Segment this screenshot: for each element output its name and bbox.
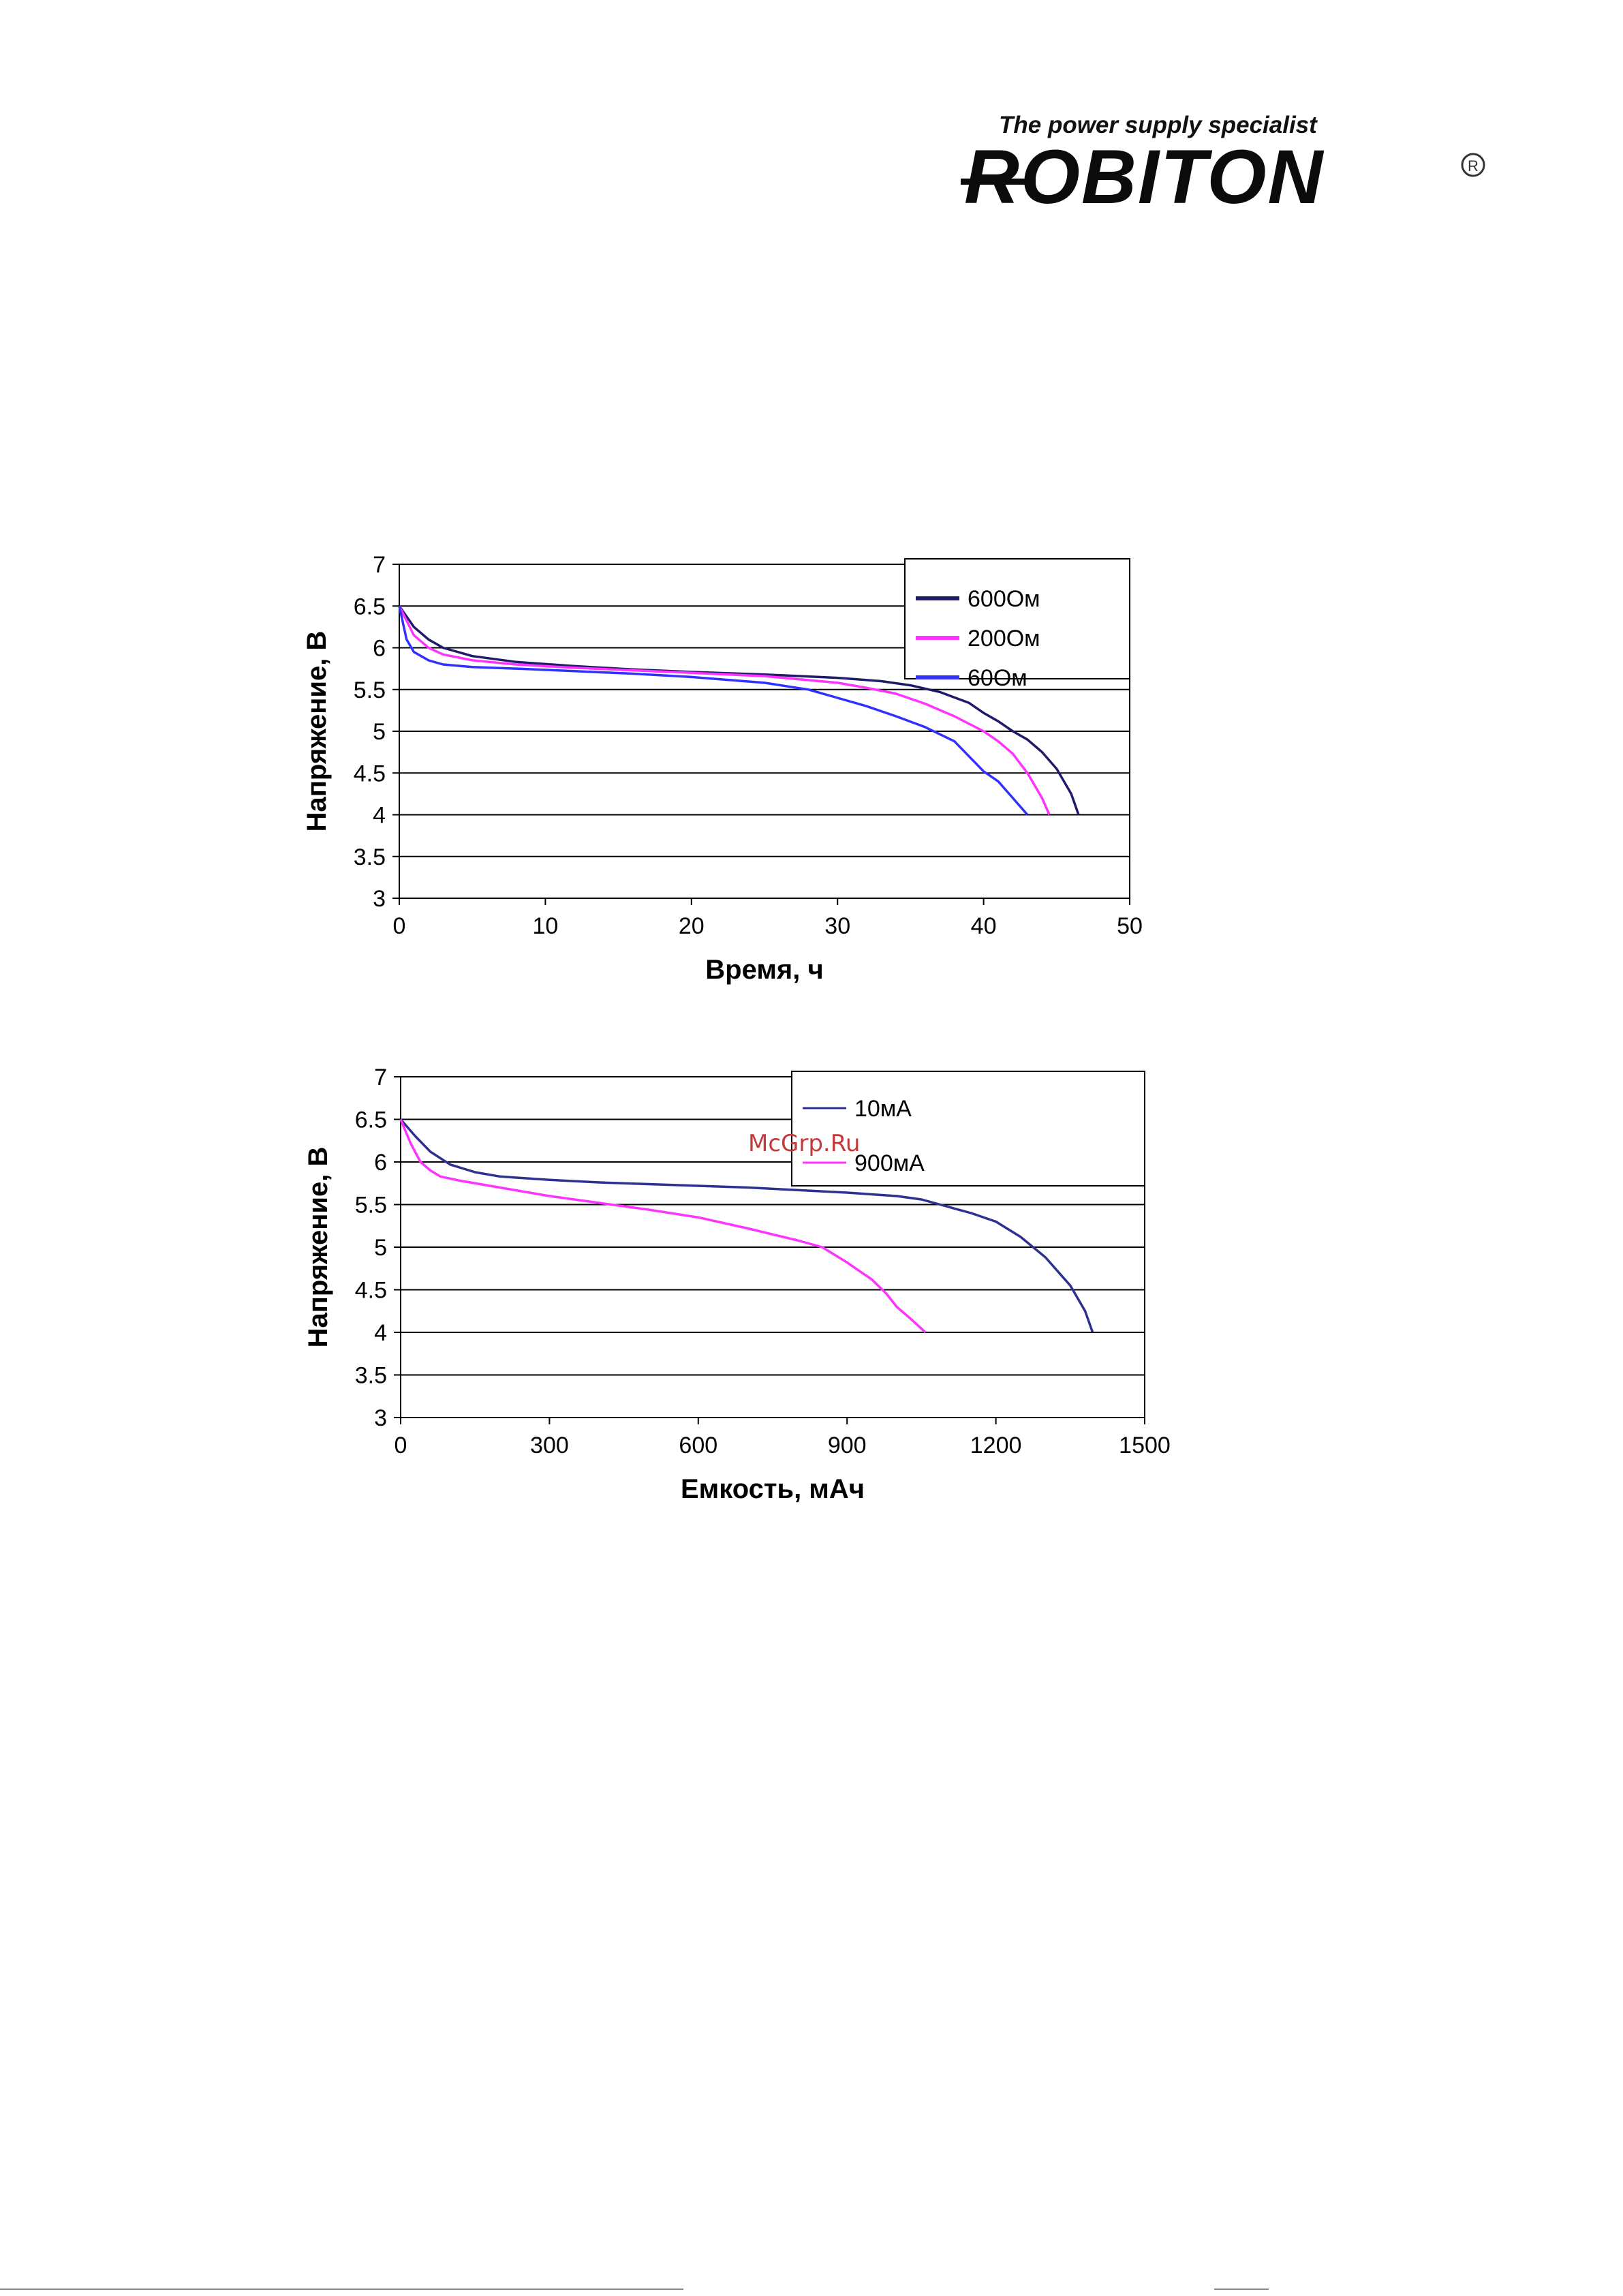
legend-box	[791, 1071, 1145, 1187]
x-tick-label: 30	[824, 913, 850, 939]
watermark-text: McGrp.Ru	[748, 1130, 861, 1157]
y-tick-label: 4	[373, 803, 386, 829]
x-axis-title: Время, ч	[705, 955, 823, 985]
x-tick-label: 0	[395, 1433, 407, 1458]
legend-label: 600Ом	[968, 586, 1040, 612]
y-tick-label: 5.5	[354, 677, 386, 703]
legend-label: 10мА	[854, 1096, 912, 1122]
y-tick-label: 3.5	[354, 844, 386, 870]
x-tick-label: 10	[532, 913, 558, 939]
chart-voltage-vs-time: 3 3.5 4 4.5 5 5.5 6 6.5 7 0 10 20 30 40 50 Время, ч Напр…	[302, 552, 1143, 985]
series-line-2	[399, 1118, 927, 1334]
series-line-3	[398, 605, 1029, 816]
y-tick-label: 4.5	[355, 1278, 387, 1304]
x-axis-title: Емкость, мАч	[681, 1474, 865, 1504]
x-tick-label: 1200	[970, 1433, 1022, 1458]
x-tick-label: 600	[679, 1433, 717, 1458]
legend-box	[904, 558, 1130, 679]
legend-label: 900мА	[854, 1150, 925, 1176]
y-axis-title: Напряжение, В	[303, 1147, 333, 1348]
svg-text:R: R	[1468, 157, 1479, 174]
y-tick-label: 4	[374, 1320, 387, 1346]
x-tick-label: 300	[530, 1433, 569, 1458]
y-tick-label: 3	[373, 886, 386, 912]
x-tick-label: 40	[971, 913, 997, 939]
y-axis-title: Напряжение, В	[302, 631, 332, 832]
robiton-logo: ROBITON R	[961, 134, 1485, 218]
footer-rule-right	[1214, 2289, 1269, 2290]
x-tick-label: 50	[1117, 913, 1143, 939]
x-tick-label: 0	[393, 913, 406, 939]
y-tick-label: 7	[373, 552, 386, 578]
y-tick-label: 6.5	[354, 594, 386, 619]
series-line-1	[398, 605, 1080, 816]
y-tick-label: 3.5	[355, 1363, 387, 1389]
legend-label: 200Ом	[968, 626, 1040, 652]
svg-text:ROBITON: ROBITON	[964, 134, 1325, 218]
y-tick-label: 6	[373, 636, 386, 662]
brand-tagline: The power supply specialist	[999, 112, 1317, 138]
x-tick-label: 1500	[1119, 1433, 1171, 1458]
x-tick-label: 20	[679, 913, 705, 939]
y-tick-label: 4.5	[354, 761, 386, 786]
footer-rule-left	[0, 2289, 683, 2290]
y-tick-label: 5	[374, 1235, 387, 1261]
chart-voltage-vs-capacity: 3 3.5 4 4.5 5 5.5 6 6.5 7 0 300 600 900 1200 1500 Емкос…	[303, 1065, 1171, 1504]
legend-label: 60Ом	[968, 665, 1027, 691]
y-tick-label: 7	[374, 1065, 387, 1090]
series-line-1	[399, 1118, 1094, 1333]
y-tick-label: 6.5	[355, 1107, 387, 1133]
y-tick-label: 3	[374, 1405, 387, 1431]
y-tick-label: 6	[374, 1150, 387, 1176]
y-tick-label: 5	[373, 719, 386, 745]
y-tick-label: 5.5	[355, 1193, 387, 1219]
series-line-2	[398, 605, 1051, 816]
x-tick-label: 900	[828, 1433, 867, 1458]
